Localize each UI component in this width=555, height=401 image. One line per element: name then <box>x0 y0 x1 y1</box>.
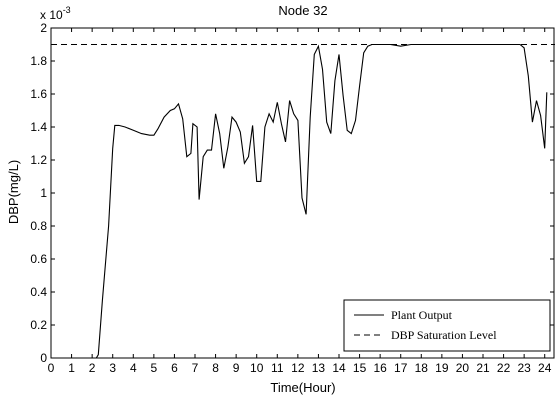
y-tick-label: 0.8 <box>30 219 47 233</box>
x-tick-label: 6 <box>171 361 178 375</box>
x-axis-label: Time(Hour) <box>270 380 335 395</box>
y-tick-label: 1.2 <box>30 153 47 167</box>
x-tick-label: 23 <box>517 361 531 375</box>
x-tick-label: 20 <box>456 361 470 375</box>
x-tick-label: 18 <box>415 361 429 375</box>
x-tick-label: 22 <box>497 361 511 375</box>
x-tick-label: 9 <box>233 361 240 375</box>
x-tick-label: 3 <box>109 361 116 375</box>
x-tick-label: 5 <box>151 361 158 375</box>
x-tick-label: 1 <box>68 361 75 375</box>
y-scale-exponent: -3 <box>63 5 71 15</box>
x-tick-label: 12 <box>291 361 305 375</box>
y-tick-label: 0.4 <box>30 285 47 299</box>
y-tick-label: 0 <box>40 351 47 365</box>
x-tick-label: 8 <box>212 361 219 375</box>
chart-title: Node 32 <box>278 3 327 18</box>
x-tick-label: 19 <box>435 361 449 375</box>
y-tick-label: 1.6 <box>30 87 47 101</box>
legend-box <box>343 299 551 352</box>
x-tick-label: 10 <box>250 361 264 375</box>
legend-label: Plant Output <box>391 308 453 322</box>
y-tick-label: 0.2 <box>30 318 47 332</box>
x-tick-label: 21 <box>476 361 490 375</box>
y-scale-multiplier: x 10-3 <box>40 5 71 22</box>
y-scale-base: x 10 <box>40 8 63 22</box>
y-tick-label: 0.6 <box>30 252 47 266</box>
legend-label: DBP Saturation Level <box>391 328 497 342</box>
x-tick-label: 2 <box>89 361 96 375</box>
x-tick-label: 7 <box>192 361 199 375</box>
x-tick-label: 4 <box>130 361 137 375</box>
x-tick-label: 15 <box>353 361 367 375</box>
y-tick-label: 1.8 <box>30 54 47 68</box>
x-tick-label: 17 <box>394 361 408 375</box>
y-tick-label: 1 <box>40 186 47 200</box>
x-tick-label: 0 <box>48 361 55 375</box>
x-tick-label: 13 <box>312 361 326 375</box>
y-axis-label: DBP(mg/L) <box>6 160 21 224</box>
plant-output-line <box>51 43 548 359</box>
y-tick-label: 1.4 <box>30 120 47 134</box>
x-tick-label: 16 <box>373 361 387 375</box>
x-tick-label: 24 <box>538 361 552 375</box>
y-tick-label: 2 <box>40 21 47 35</box>
x-tick-label: 14 <box>332 361 346 375</box>
x-tick-label: 11 <box>271 361 284 375</box>
